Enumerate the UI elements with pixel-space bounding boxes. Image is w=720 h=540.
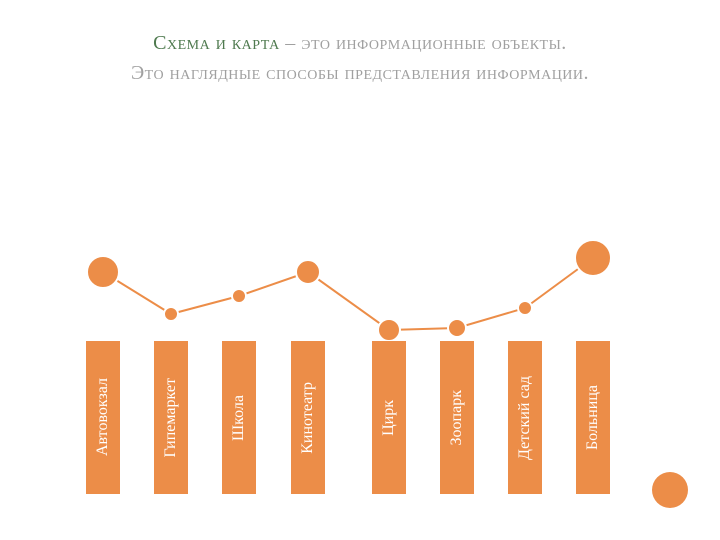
bar-label: Гипемаркет (162, 378, 180, 457)
bar-label: Цирк (380, 400, 398, 436)
category-bar: Детский сад (507, 340, 543, 495)
category-bar: Автовокзал (85, 340, 121, 495)
corner-decoration-icon (652, 472, 688, 508)
category-bar: Цирк (371, 340, 407, 495)
category-bar: Школа (221, 340, 257, 495)
bar-label: Автовокзал (94, 378, 112, 456)
category-bar: Гипемаркет (153, 340, 189, 495)
category-bar: Кинотеатр (290, 340, 326, 495)
bars-container: Автовокзал Гипемаркет Школа Кинотеатр Цирк Зо… (0, 0, 720, 540)
bar-label: Зоопарк (448, 390, 466, 445)
bar-label: Школа (230, 395, 248, 441)
slide: Схема и карта – это информационные объек… (0, 0, 720, 540)
category-bar: Зоопарк (439, 340, 475, 495)
bar-label: Детский сад (516, 376, 534, 460)
bar-label: Больница (584, 385, 602, 450)
category-bar: Больница (575, 340, 611, 495)
bar-label: Кинотеатр (299, 382, 317, 454)
